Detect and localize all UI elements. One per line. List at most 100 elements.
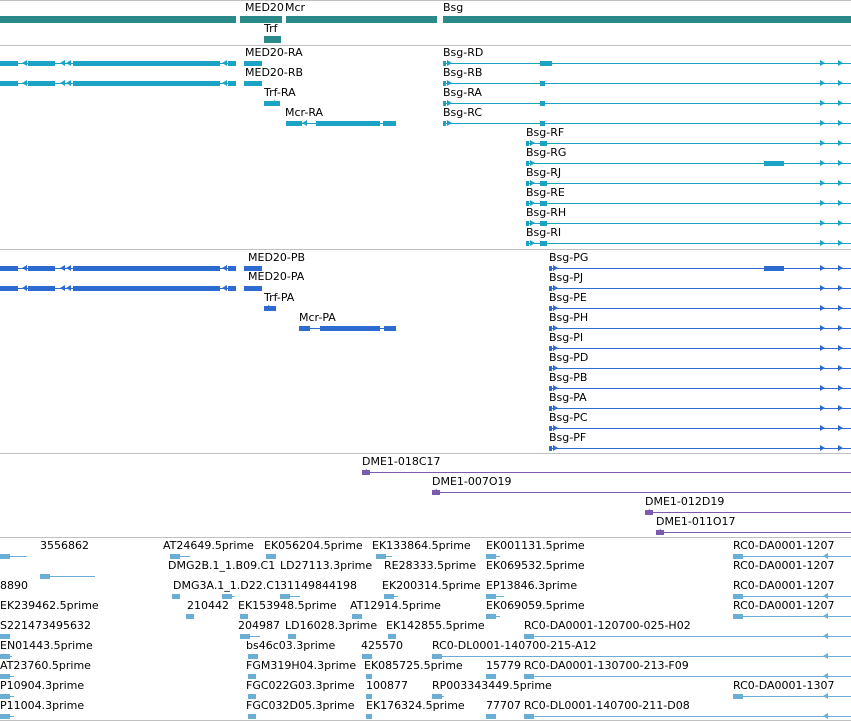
est-block[interactable]: [432, 694, 442, 699]
est-block[interactable]: [0, 694, 10, 699]
protein-label-bsg-pd[interactable]: Bsg-PD: [549, 351, 589, 364]
exon-block[interactable]: [73, 81, 220, 86]
clone-label-dme1-012d19[interactable]: DME1-012D19: [645, 495, 725, 508]
exon-block[interactable]: [228, 81, 236, 86]
est-block[interactable]: [0, 654, 10, 659]
clone-label-dme1-007o19[interactable]: DME1-007O19: [432, 475, 512, 488]
exon-block[interactable]: [549, 386, 552, 391]
est-label[interactable]: FGC022G03.3prime: [246, 679, 355, 692]
est-label[interactable]: RC0-DL0001-140700-211-D08: [524, 699, 690, 712]
est-label[interactable]: 425570: [361, 639, 403, 652]
exon-block[interactable]: [28, 266, 55, 271]
est-block[interactable]: [186, 614, 194, 619]
transcript-label-bsg-rj[interactable]: Bsg-RJ: [526, 166, 562, 179]
est-label[interactable]: AT24649.5prime: [163, 539, 254, 552]
exon-block[interactable]: [228, 286, 236, 291]
transcript-label-bsg-rh[interactable]: Bsg-RH: [526, 206, 567, 219]
est-label[interactable]: LD16028.3prime: [285, 619, 378, 632]
exon-block[interactable]: [526, 181, 529, 186]
est-block[interactable]: [366, 674, 372, 679]
est-block[interactable]: [172, 594, 180, 599]
protein-label-mcr-pa[interactable]: Mcr-PA: [299, 311, 336, 324]
est-label[interactable]: RC0-DA0001-1207: [733, 559, 835, 572]
exon-block[interactable]: [540, 61, 552, 66]
exon-block[interactable]: [244, 266, 262, 271]
exon-block[interactable]: [540, 181, 547, 186]
transcript-label-bsg-rb[interactable]: Bsg-RB: [443, 66, 483, 79]
gene-feature-trf[interactable]: [264, 36, 281, 43]
exon-block[interactable]: [540, 141, 547, 146]
exon-block[interactable]: [526, 141, 529, 146]
est-label[interactable]: EK200314.5prime: [382, 579, 481, 592]
est-label[interactable]: EK056204.5prime: [264, 539, 363, 552]
exon-block[interactable]: [549, 446, 552, 451]
est-block[interactable]: [486, 594, 496, 599]
est-block[interactable]: [0, 674, 10, 679]
est-label[interactable]: S221473495632: [0, 619, 91, 632]
est-label[interactable]: FGC032D05.3prime: [246, 699, 355, 712]
est-block[interactable]: [0, 554, 10, 559]
est-block[interactable]: [486, 614, 496, 619]
exon-block[interactable]: [73, 266, 220, 271]
est-block[interactable]: [366, 714, 372, 719]
exon-block[interactable]: [264, 101, 280, 106]
exon-block[interactable]: [549, 406, 552, 411]
exon-block[interactable]: [540, 201, 547, 206]
exon-block[interactable]: [28, 81, 55, 86]
transcript-label-bsg-re[interactable]: Bsg-RE: [526, 186, 565, 199]
protein-label-bsg-ph[interactable]: Bsg-PH: [549, 311, 589, 324]
est-block[interactable]: [524, 714, 534, 719]
est-block[interactable]: [384, 594, 394, 599]
est-label[interactable]: EK069532.5prime: [486, 559, 585, 572]
exon-block[interactable]: [443, 121, 446, 126]
exon-block[interactable]: [228, 266, 236, 271]
exon-block[interactable]: [244, 61, 262, 66]
est-block[interactable]: [388, 634, 396, 639]
protein-label-bsg-pj[interactable]: Bsg-PJ: [549, 271, 584, 284]
est-label[interactable]: 31149844198: [280, 579, 357, 592]
est-label[interactable]: RC0-DA0001-1207: [733, 539, 835, 552]
est-label[interactable]: RC0-DL0001-140700-215-A12: [432, 639, 597, 652]
protein-label-bsg-pc[interactable]: Bsg-PC: [549, 411, 588, 424]
est-label[interactable]: EK176324.5prime: [366, 699, 465, 712]
exon-block[interactable]: [549, 346, 552, 351]
exon-block[interactable]: [540, 241, 547, 246]
est-label[interactable]: EN01443.5prime: [0, 639, 93, 652]
exon-block[interactable]: [549, 306, 552, 311]
est-label[interactable]: LD27113.3prime: [280, 559, 373, 572]
est-label[interactable]: RC0-DA0001-120700-025-H02: [524, 619, 691, 632]
est-block[interactable]: [0, 714, 10, 719]
est-block[interactable]: [733, 614, 743, 619]
est-block[interactable]: [240, 634, 250, 639]
exon-block[interactable]: [286, 121, 302, 126]
gene-feature-mcr[interactable]: [286, 16, 437, 23]
est-label[interactable]: bs46c03.3prime: [246, 639, 336, 652]
exon-block[interactable]: [228, 61, 236, 66]
gene-feature-med20[interactable]: [0, 16, 236, 23]
transcript-label-med20-ra[interactable]: MED20-RA: [245, 46, 303, 59]
exon-block[interactable]: [526, 241, 529, 246]
est-label[interactable]: EK153948.5prime: [238, 599, 337, 612]
est-block[interactable]: [524, 634, 534, 639]
transcript-label-bsg-rd[interactable]: Bsg-RD: [443, 46, 484, 59]
protein-label-bsg-pg[interactable]: Bsg-PG: [549, 251, 589, 264]
protein-label-bsg-pi[interactable]: Bsg-PI: [549, 331, 584, 344]
est-label[interactable]: RP003343449.5prime: [432, 679, 552, 692]
est-block[interactable]: [248, 694, 256, 699]
est-label[interactable]: RE28333.5prime: [384, 559, 477, 572]
exon-block[interactable]: [540, 81, 545, 86]
exon-block[interactable]: [0, 266, 18, 271]
exon-block[interactable]: [299, 326, 310, 331]
est-label[interactable]: 204987: [238, 619, 280, 632]
est-label[interactable]: AT12914.5prime: [350, 599, 441, 612]
est-label[interactable]: EK142855.5prime: [386, 619, 485, 632]
est-block[interactable]: [486, 714, 496, 719]
transcript-label-bsg-ri[interactable]: Bsg-RI: [526, 226, 562, 239]
exon-block[interactable]: [540, 221, 547, 226]
gene-label-mcr[interactable]: Mcr: [285, 1, 306, 14]
exon-block[interactable]: [540, 121, 545, 126]
exon-block[interactable]: [526, 221, 529, 226]
exon-block[interactable]: [244, 286, 262, 291]
est-label[interactable]: EK085725.5prime: [364, 659, 463, 672]
est-label[interactable]: P10904.3prime: [0, 679, 85, 692]
